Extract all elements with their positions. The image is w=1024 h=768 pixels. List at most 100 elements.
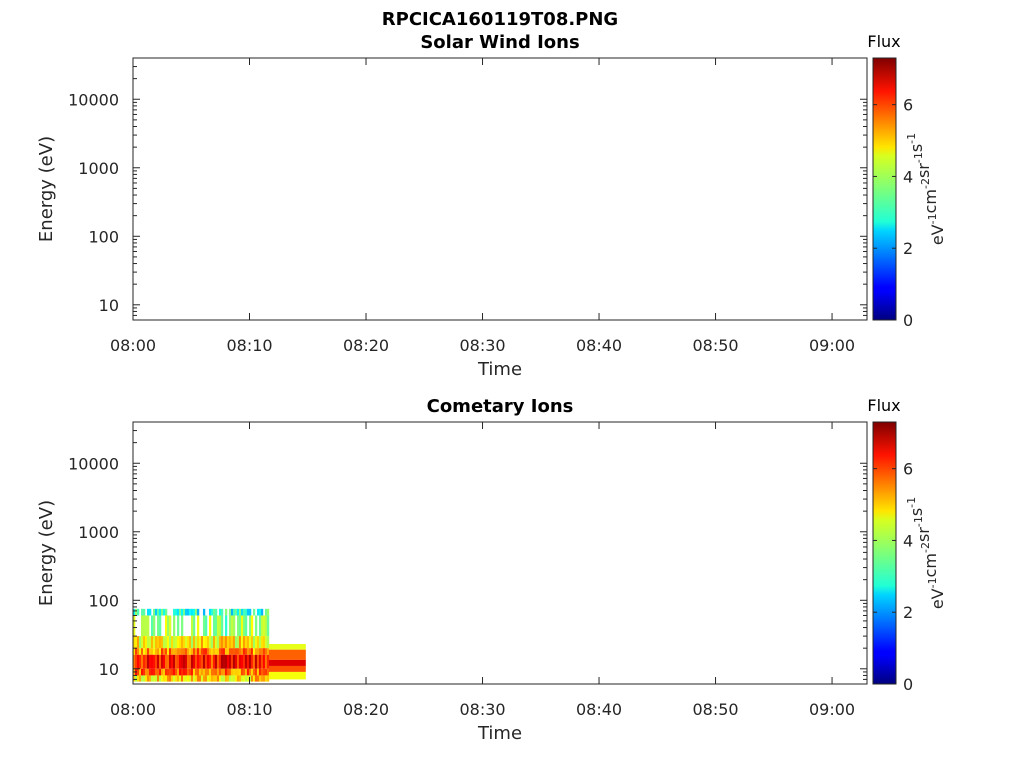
heatmap-cell xyxy=(210,648,214,655)
heatmap-area xyxy=(133,608,306,682)
heatmap-cell xyxy=(186,648,190,655)
heatmap-cell xyxy=(218,615,222,637)
heatmap-cell xyxy=(202,668,206,676)
heatmap-cell xyxy=(134,608,138,616)
y-axis-ticks: 10 100 1000 10000 xyxy=(68,57,867,321)
heatmap-cell xyxy=(216,654,220,669)
heatmap-cell xyxy=(154,648,158,655)
heatmap-cell xyxy=(140,648,144,655)
heatmap-cell xyxy=(220,675,224,682)
heatmap-cell xyxy=(162,608,166,616)
heatmap-cell xyxy=(214,615,218,637)
heatmap-cell xyxy=(150,648,154,655)
heatmap-cell xyxy=(242,648,246,655)
heatmap-cell xyxy=(186,668,190,676)
heatmap-cell xyxy=(242,615,246,637)
heatmap-cell xyxy=(174,608,178,616)
heatmap-cell xyxy=(244,608,248,616)
heatmap-cell xyxy=(194,668,198,676)
heatmap-cell xyxy=(158,615,162,637)
heatmap-cell xyxy=(202,636,206,649)
heatmap-cell xyxy=(160,648,164,655)
heatmap-cell xyxy=(136,636,140,649)
colorbar-title: Flux xyxy=(867,32,900,51)
heatmap-cell xyxy=(220,636,224,649)
heatmap-cell xyxy=(240,675,244,682)
heatmap-cell xyxy=(164,636,168,649)
heatmap-cell xyxy=(232,654,236,669)
heatmap-cell xyxy=(224,668,228,676)
heatmap-cell xyxy=(134,636,138,649)
heatmap-cell xyxy=(250,668,254,676)
heatmap-cell xyxy=(192,636,196,649)
heatmap-cell xyxy=(190,648,194,655)
colorbar-tick-label: 0 xyxy=(903,311,913,330)
heatmap-cell xyxy=(142,648,146,655)
heatmap-cell xyxy=(210,608,214,616)
heatmap-cell xyxy=(262,654,266,669)
heatmap-cell xyxy=(180,648,184,655)
heatmap-cell xyxy=(172,654,176,669)
x-tick-label: 08:30 xyxy=(459,336,505,355)
heatmap-cell xyxy=(238,675,242,682)
heatmap-cell xyxy=(218,654,222,669)
heatmap-cell xyxy=(133,615,136,637)
heatmap-cell xyxy=(184,636,188,649)
heatmap-cell xyxy=(248,648,252,655)
heatmap-cell xyxy=(180,608,184,616)
heatmap-cell xyxy=(240,654,244,669)
heatmap-cell xyxy=(134,648,138,655)
heatmap-cell xyxy=(228,608,232,616)
heatmap-cell xyxy=(236,668,240,676)
heatmap-cell xyxy=(210,654,214,669)
heatmap-cell xyxy=(262,615,266,637)
heatmap-cell xyxy=(146,648,150,655)
heatmap-cell xyxy=(176,615,180,637)
heatmap-cell xyxy=(268,649,306,660)
heatmap-cell xyxy=(170,675,174,682)
x-axis-ticks: 08:00 08:10 08:20 08:30 08:40 08:50 09:00 xyxy=(110,422,855,719)
heatmap-cell xyxy=(148,675,152,682)
heatmap-cell xyxy=(204,675,208,682)
heatmap-cell xyxy=(156,615,160,637)
heatmap-cell xyxy=(192,608,196,616)
colorbar: Flux 0 2 4 6 eV-1cm-2sr-1s-1 xyxy=(867,396,947,694)
heatmap-cell xyxy=(156,675,160,682)
heatmap-cell xyxy=(254,654,258,669)
colorbar-tick-label: 2 xyxy=(903,239,913,258)
heatmap-cell xyxy=(238,648,242,655)
heatmap-cell xyxy=(254,675,258,682)
x-tick-label: 08:20 xyxy=(343,336,389,355)
y-tick-label: 10 xyxy=(99,296,119,315)
heatmap-cell xyxy=(138,636,142,649)
heatmap-cell xyxy=(198,636,202,649)
colorbar-ticks: 0 2 4 6 xyxy=(873,460,913,694)
colorbar-tick-label: 4 xyxy=(903,167,913,186)
heatmap-cell xyxy=(204,615,208,637)
heatmap-cell xyxy=(244,648,248,655)
heatmap-cell xyxy=(212,615,216,637)
heatmap-cell xyxy=(206,648,210,655)
heatmap-cell xyxy=(202,615,206,637)
heatmap-cell xyxy=(180,675,184,682)
heatmap-cell xyxy=(196,608,200,616)
heatmap-cell xyxy=(264,636,268,649)
heatmap-cell xyxy=(162,654,166,669)
heatmap-cell xyxy=(150,615,154,637)
heatmap-cell xyxy=(182,654,186,669)
heatmap-cell xyxy=(170,668,174,676)
y-axis-label: Energy (eV) xyxy=(36,500,57,606)
heatmap-cell xyxy=(148,668,152,676)
heatmap-cell xyxy=(202,675,206,682)
heatmap-cell xyxy=(140,675,144,682)
heatmap-cell xyxy=(224,675,228,682)
heatmap-cell xyxy=(136,668,140,676)
heatmap-cell xyxy=(174,648,178,655)
heatmap-cell xyxy=(142,608,146,616)
heatmap-cell xyxy=(158,636,162,649)
heatmap-cell xyxy=(212,675,216,682)
heatmap-cell xyxy=(176,648,180,655)
heatmap-cell xyxy=(268,644,306,650)
heatmap-cell xyxy=(196,615,200,637)
x-tick-label: 08:40 xyxy=(576,336,622,355)
